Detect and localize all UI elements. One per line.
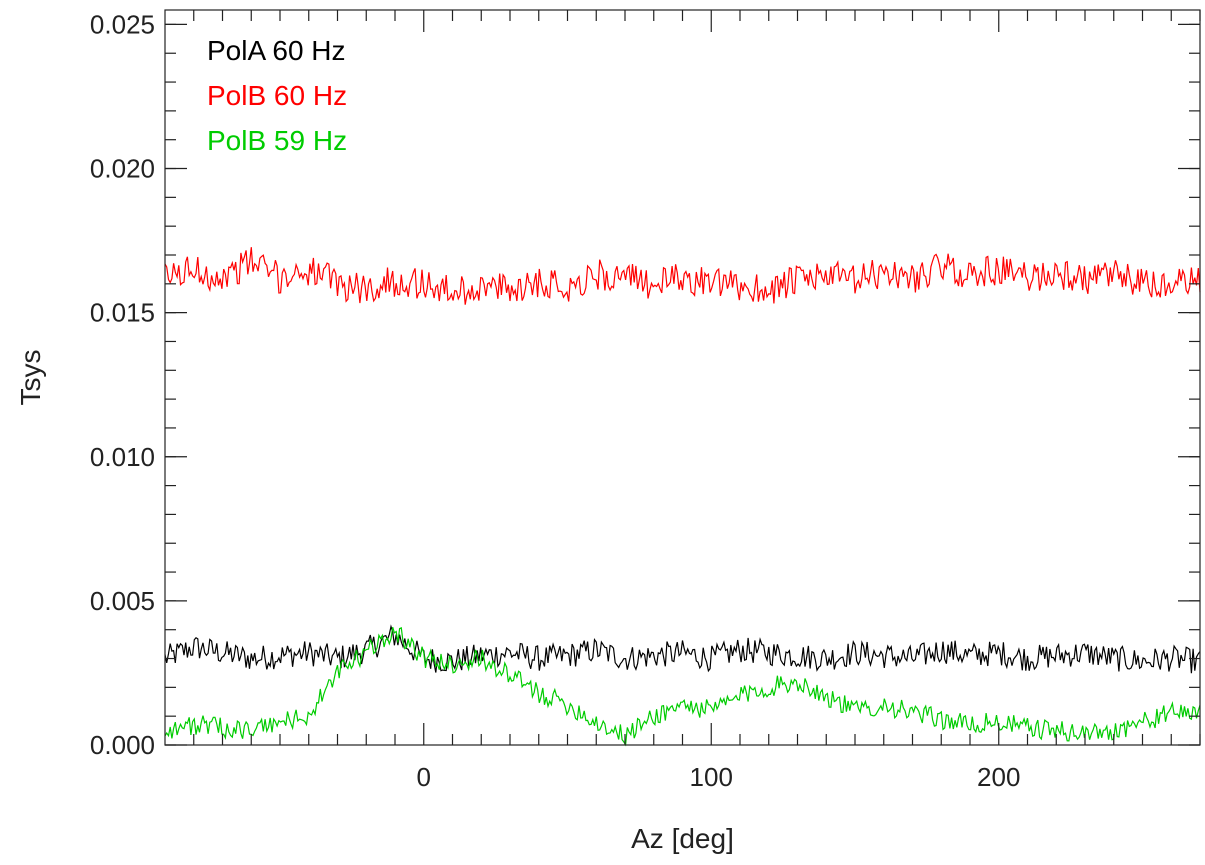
series-line-2	[164, 247, 1201, 305]
legend-entry-3: PolB 59 Hz	[207, 125, 347, 156]
legend-entry-1: PolA 60 Hz	[207, 35, 346, 66]
y-axis-title: Tsys	[15, 350, 46, 406]
series-line-3	[164, 627, 1201, 747]
x-tick-label: 200	[977, 762, 1020, 792]
tick-labels-layer: 0.000 0.005 0.010 0.015 0.020 0.025 0 100 200	[90, 9, 1021, 792]
y-tick-label: 0.005	[90, 586, 155, 616]
legend: PolA 60 Hz PolB 60 Hz PolB 59 Hz	[207, 35, 347, 156]
series-layer	[164, 247, 1201, 747]
y-tick-label: 0.010	[90, 442, 155, 472]
x-axis-title: Az [deg]	[631, 823, 734, 854]
y-tick-label: 0.020	[90, 154, 155, 184]
ticks-layer	[165, 10, 1201, 746]
plot-frame	[164, 9, 1201, 746]
y-tick-label: 0.025	[90, 9, 155, 39]
x-tick-label: 100	[690, 762, 733, 792]
series-line-1	[164, 624, 1201, 674]
x-tick-label: 0	[417, 762, 431, 792]
y-tick-label: 0.000	[90, 730, 155, 760]
y-tick-label: 0.015	[90, 298, 155, 328]
legend-entry-2: PolB 60 Hz	[207, 80, 347, 111]
